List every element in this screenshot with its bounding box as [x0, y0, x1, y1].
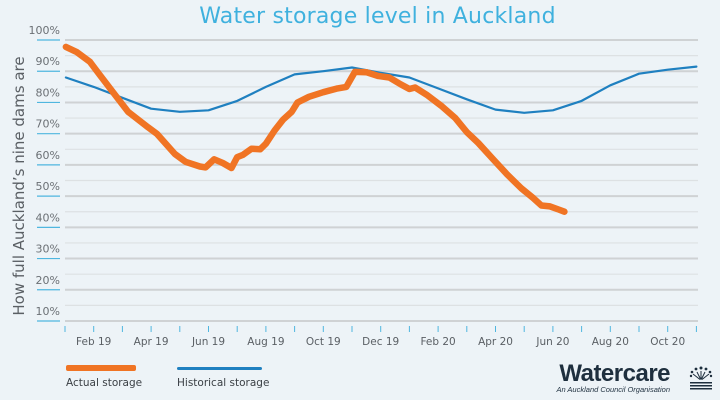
y-tick-label: 20%	[36, 274, 60, 287]
y-tick-label: 60%	[36, 149, 60, 162]
y-tick-label: 70%	[36, 118, 60, 131]
y-tick-label: 100%	[29, 24, 60, 37]
x-tick-label: Oct 20	[650, 336, 685, 348]
x-axis-ticks: Feb 19 Apr 19 Jun 19 Aug 19 Oct 19 Dec 19 Feb …	[64, 326, 697, 348]
y-tick-label: 80%	[36, 86, 60, 99]
y-tick-label: 50%	[36, 180, 60, 193]
pohutukawa-icon	[689, 366, 713, 390]
x-tick-label: Jun 20	[535, 336, 569, 348]
logo-tagline: An Auckland Council Organisation	[556, 385, 670, 394]
logo-brand: Watercare	[559, 360, 670, 387]
gridlines	[65, 39, 698, 322]
legend-item-historical: Historical storage	[177, 365, 269, 389]
x-tick-label: Oct 19	[306, 336, 341, 348]
x-tick-label: Aug 19	[247, 336, 284, 348]
x-tick-label: Jun 19	[191, 336, 225, 348]
y-tick-label: 40%	[36, 211, 60, 224]
y-tick-label: 10%	[36, 305, 60, 318]
x-tick-label: Dec 19	[362, 336, 399, 348]
legend-swatch-historical	[177, 367, 262, 370]
y-tick-label: 30%	[36, 243, 60, 256]
legend-label-historical: Historical storage	[177, 377, 270, 389]
y-tick-label: 90%	[36, 55, 60, 68]
x-tick-label: Feb 20	[420, 336, 455, 348]
legend-item-actual: Actual storage	[66, 365, 142, 389]
watercare-logo: Watercare An Auckland Council Organisati…	[556, 360, 670, 395]
x-tick-label: Apr 19	[134, 336, 169, 348]
chart-title: Water storage level in Auckland	[199, 4, 556, 29]
x-tick-label: Apr 20	[478, 336, 513, 348]
series-line-actual-storage	[62, 43, 568, 215]
series-lines	[62, 43, 698, 215]
x-tick-label: Aug 20	[592, 336, 629, 348]
y-axis-ticks: 10% 20% 30% 40% 50% 60% 70% 80% 90% 100%	[29, 24, 60, 322]
x-tick-label: Feb 19	[76, 336, 111, 348]
legend-label-actual: Actual storage	[66, 377, 143, 389]
legend-swatch-actual	[66, 365, 136, 371]
